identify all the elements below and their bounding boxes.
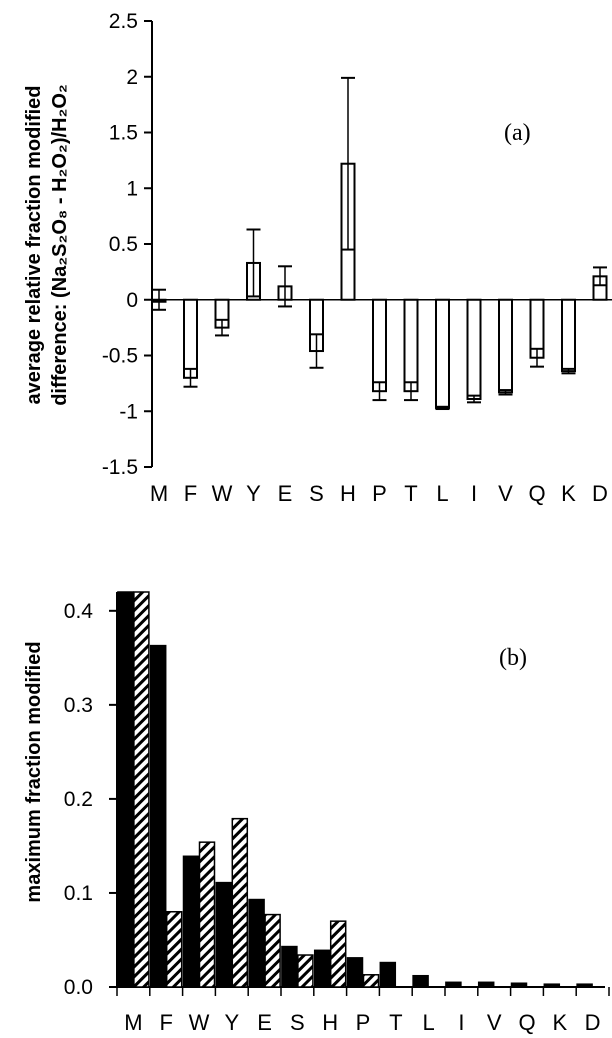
panel-a-y-tick-label: 2.5 bbox=[109, 10, 138, 33]
panel-a-y-tick-label: 0 bbox=[126, 289, 138, 312]
panel-b-bar-hatched bbox=[165, 911, 183, 988]
panel-b-category-label: D bbox=[585, 1010, 601, 1035]
panel-b-bar-solid bbox=[576, 983, 593, 988]
panel-a-y-tick-label: -1 bbox=[119, 400, 138, 423]
panel-a-category-label: D bbox=[592, 481, 608, 506]
panel-a-category-label: Q bbox=[528, 481, 545, 506]
panel-b-bar-solid bbox=[445, 981, 462, 988]
panel-b-bar-hatched bbox=[297, 954, 314, 988]
panel-b-category-label: E bbox=[257, 1010, 272, 1035]
panel-a-label: (a) bbox=[504, 120, 531, 146]
panel-b-bar-solid bbox=[248, 898, 265, 988]
panel-b-bar-solid bbox=[215, 881, 233, 988]
panel-a-category-label: S bbox=[309, 481, 324, 506]
panel-a-category-label: Y bbox=[246, 481, 261, 506]
panel-b-bar-hatched bbox=[198, 841, 216, 988]
panel-a-y-tick-label: 0.5 bbox=[109, 233, 138, 256]
panel-b-bar-solid bbox=[346, 957, 364, 988]
panel-a-bar bbox=[561, 298, 576, 373]
panel-b-category-label: Q bbox=[518, 1010, 535, 1035]
panel-a-bar bbox=[372, 298, 387, 393]
panel-a-category-label: V bbox=[498, 481, 513, 506]
panel-b-category-label: Y bbox=[224, 1010, 239, 1035]
panel-a-category-label: L bbox=[436, 481, 448, 506]
panel-b-category-label: I bbox=[458, 1010, 464, 1035]
panel-b-bar-solid bbox=[543, 983, 561, 988]
panel-b-bar-solid bbox=[510, 982, 528, 988]
panel-b-bar-solid bbox=[477, 981, 495, 988]
panel-a-ylabel-line1: average relative fraction modified bbox=[23, 85, 45, 404]
panel-a: average relative fraction modified diffe… bbox=[23, 10, 612, 506]
panel-b-bar-solid bbox=[117, 591, 134, 988]
panel-a-y-tick-label: 2 bbox=[126, 66, 138, 89]
panel-b-y-tick-label: 0.0 bbox=[64, 976, 93, 999]
panel-b-ylabel: maximum fraction modified bbox=[23, 641, 45, 902]
panel-a-y-tick-label: 1.5 bbox=[109, 122, 138, 145]
panel-b-bar-hatched bbox=[329, 920, 347, 988]
panel-b-category-label: M bbox=[124, 1010, 142, 1035]
panel-a-category-label: F bbox=[184, 481, 197, 506]
panel-b-category-label: L bbox=[422, 1010, 434, 1035]
panel-a-y-tick-label: 1 bbox=[126, 177, 138, 200]
panel-b-bar-solid bbox=[412, 974, 429, 988]
panel-b-bar-solid bbox=[149, 644, 167, 988]
panel-b-bar-solid bbox=[182, 855, 200, 988]
panel-a-bar bbox=[403, 298, 419, 393]
panel-a-bar bbox=[435, 298, 450, 409]
panel-a-category-label: W bbox=[212, 481, 233, 506]
panel-b-bars bbox=[117, 591, 593, 988]
panel-b-y-tick-label: 0.1 bbox=[64, 882, 93, 905]
panel-b-bar-hatched bbox=[231, 817, 249, 988]
panel-a-category-label: P bbox=[372, 481, 387, 506]
panel-b-category-label: H bbox=[322, 1010, 338, 1035]
panel-a-y-tick-label: -0.5 bbox=[102, 345, 138, 368]
panel-b-bar-solid bbox=[313, 949, 331, 988]
panel-b-category-label: P bbox=[356, 1010, 371, 1035]
panel-a-category-label: E bbox=[278, 481, 293, 506]
panel-a-category-label: K bbox=[561, 481, 576, 506]
panel-b: maximum fraction modified (b) 0.4 0.3 0.2 0… bbox=[23, 591, 610, 1035]
panel-b-bar-hatched bbox=[362, 974, 380, 988]
panel-b-bar-hatched bbox=[264, 913, 281, 988]
panel-a-bar bbox=[183, 298, 198, 379]
panel-b-bar-solid bbox=[281, 945, 298, 988]
panel-b-category-label: W bbox=[189, 1010, 210, 1035]
panel-a-bar bbox=[498, 298, 513, 394]
panel-b-y-tick-label: 0.4 bbox=[64, 600, 94, 623]
panel-a-bars bbox=[151, 76, 608, 411]
panel-b-bar-solid bbox=[379, 961, 397, 988]
panel-b-y-tick-label: 0.3 bbox=[64, 694, 93, 717]
panel-a-category-label: T bbox=[404, 481, 417, 506]
panel-b-category-label: K bbox=[552, 1010, 567, 1035]
panel-b-category-label: F bbox=[159, 1010, 172, 1035]
panel-b-bar-hatched bbox=[133, 591, 150, 988]
panel-b-y-tick-label: 0.2 bbox=[64, 788, 93, 811]
panel-b-category-label: V bbox=[487, 1010, 502, 1035]
panel-a-ylabel-line2: difference: (Na₂S₂O₈ - H₂O₂)/H₂O₂ bbox=[49, 84, 71, 406]
panel-a-category-label: M bbox=[150, 481, 168, 506]
panel-a-y-tick-label: -1.5 bbox=[102, 456, 138, 479]
panel-a-category-label: I bbox=[471, 481, 477, 506]
panel-a-category-label: H bbox=[340, 481, 356, 506]
panel-b-category-label: T bbox=[389, 1010, 402, 1035]
panel-a-bar bbox=[466, 298, 482, 400]
panel-a-y-axis: 2.5 2 1.5 1 0.5 0 -0.5 -1 -1.5 bbox=[102, 10, 612, 479]
panel-b-label: (b) bbox=[499, 645, 527, 671]
panel-b-category-label: S bbox=[290, 1010, 305, 1035]
